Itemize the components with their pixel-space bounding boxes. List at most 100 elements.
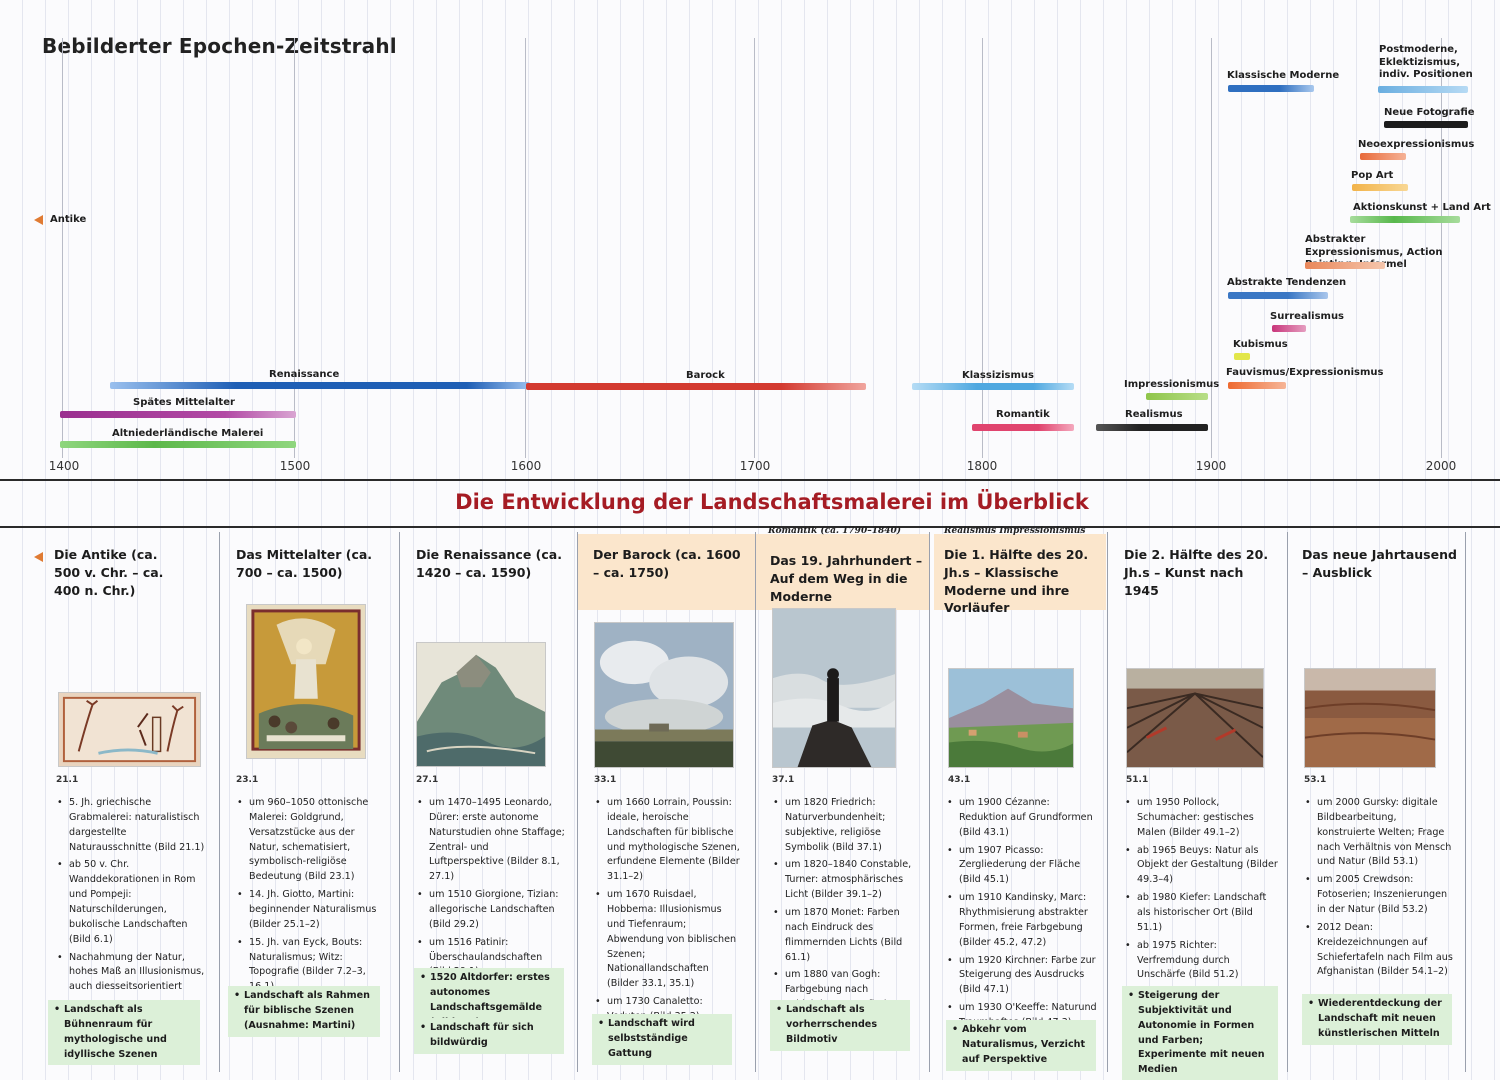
artwork-image-37-1 <box>772 608 896 768</box>
artwork-image-27-1 <box>416 642 546 767</box>
column-title: Der Barock (ca. 1600 – ca. 1750) <box>593 547 741 580</box>
bullet-item: um 1920 Kirchner: Farbe zur Steigerung d… <box>946 954 1098 999</box>
epoch-bar-romantik <box>972 424 1074 431</box>
gridline-1900 <box>1211 38 1212 458</box>
timeline-title: Bebilderter Epochen-Zeitstrahl <box>42 34 397 58</box>
summary-box: Wiederentdeckung der Landschaft mit neue… <box>1302 994 1452 1045</box>
bullet-item: um 2000 Gursky: digitale Bildbearbeitung… <box>1304 796 1454 870</box>
epoch-label: Romantik <box>996 409 1050 420</box>
bullet-item: um 2005 Crewdson: Fotoserien; Inszenieru… <box>1304 873 1454 918</box>
image-number: 51.1 <box>1126 775 1149 785</box>
bullet-list: um 1470–1495 Leonardo, Dürer: erste auto… <box>416 796 566 983</box>
year-label: 2000 <box>1425 459 1457 473</box>
summary-box: Landschaft wird selbstständige Gattung <box>592 1014 732 1065</box>
column-title: Die Antike (ca. 500 v. Chr. – ca. 400 n.… <box>54 547 164 598</box>
bullet-list: um 960–1050 ottonische Malerei: Goldgrun… <box>236 796 384 998</box>
bullet-list: 5. Jh. griechische Grabmalerei: naturali… <box>56 796 206 998</box>
epoch-bar-spaetes-mittelalter <box>60 411 296 418</box>
column-barock: Der Barock (ca. 1600 – ca. 1750) 33.1 um… <box>578 532 756 1072</box>
divider <box>0 526 1500 528</box>
epoch-bar-klassische-moderne <box>1228 85 1314 92</box>
artwork-image-33-1 <box>594 622 734 768</box>
column-kunst-nach-1945: Die 2. Hälfte des 20. Jh.s – Kunst nach … <box>1108 532 1288 1080</box>
column-klassische-moderne: Realismus Impressionismus Die 1. Hälfte … <box>930 526 1108 1072</box>
epoch-bar-barock <box>526 383 866 390</box>
arrow-left-icon <box>34 215 43 225</box>
column-neues-jahrtausend: Das neue Jahrtausend – Ausblick 53.1 um … <box>1288 532 1466 1072</box>
section-heading: Die Entwicklung der Landschaftsmalerei i… <box>455 490 1089 514</box>
epoch-label: Neoexpressionismus <box>1358 139 1475 150</box>
epoch-bar-surrealismus <box>1272 325 1306 332</box>
epoch-bar-kubismus <box>1234 353 1250 360</box>
column-title: Die 1. Hälfte des 20. Jh.s – Klassische … <box>944 547 1089 616</box>
bullet-item: um 1470–1495 Leonardo, Dürer: erste auto… <box>416 796 566 885</box>
summary-box: Abkehr vom Naturalismus, Verzicht auf Pe… <box>946 1020 1096 1071</box>
epoch-label: Aktionskunst + Land Art <box>1353 202 1491 213</box>
year-label: 1700 <box>739 459 771 473</box>
epoch-label: Surrealismus <box>1270 311 1345 322</box>
bullet-item: um 1820 Friedrich: Naturverbundenheit; s… <box>772 796 920 855</box>
artwork-image-53-1 <box>1304 668 1436 768</box>
epoch-bar-abstrakter-expressionismus <box>1305 262 1385 269</box>
bullet-item: um 1907 Picasso: Zergliederung der Fläch… <box>946 844 1098 889</box>
epoch-label: Altniederländische Malerei <box>112 428 264 439</box>
bullet-list: um 1900 Cézanne: Reduktion auf Grundform… <box>946 796 1098 1034</box>
gridline-1600 <box>525 38 526 458</box>
epoch-bar-impressionismus <box>1146 393 1208 400</box>
artwork-image-43-1 <box>948 668 1074 768</box>
image-number: 43.1 <box>948 775 971 785</box>
image-number: 23.1 <box>236 775 259 785</box>
bullet-list: um 2000 Gursky: digitale Bildbearbeitung… <box>1304 796 1454 983</box>
artwork-image-51-1 <box>1126 668 1264 768</box>
column-title: Das 19. Jahrhundert – Auf dem Weg in die… <box>770 553 923 604</box>
epoch-bar-neue-fotografie <box>1384 121 1468 128</box>
epoch-bar-renaissance <box>110 382 530 389</box>
gridline-1700 <box>754 38 755 458</box>
epoch-bar-pop-art <box>1352 184 1408 191</box>
timeline-axis <box>0 479 1500 481</box>
epoch-label: Postmoderne, Eklektizismus, indiv. Posit… <box>1379 44 1473 80</box>
column-title: Das neue Jahrtausend – Ausblick <box>1302 547 1457 580</box>
epoch-label: Klassizismus <box>962 370 1034 381</box>
summary-box: Landschaft als vorherrschendes Bildmotiv <box>770 1000 910 1051</box>
epoch-label: Neue Fotografie <box>1384 107 1475 118</box>
bullet-item: um 960–1050 ottonische Malerei: Goldgrun… <box>236 796 384 885</box>
gridline-1400 <box>62 38 63 458</box>
column-title: Die Renaissance (ca. 1420 – ca. 1590) <box>416 547 562 580</box>
summary-box: Landschaft für sich bildwürdig <box>414 1018 564 1054</box>
epoch-label: Kubismus <box>1233 339 1288 350</box>
bullet-item: ab 1975 Richter: Verfremdung durch Unsch… <box>1124 939 1278 984</box>
epoch-bar-fauvismus-expressionismus <box>1228 382 1286 389</box>
bullet-item: ab 1965 Beuys: Natur als Objekt der Gest… <box>1124 844 1278 889</box>
epoch-timeline: Bebilderter Epochen-Zeitstrahl 1400 1500… <box>0 0 1500 480</box>
epoch-bar-klassizismus <box>912 383 1074 390</box>
summary-box: Landschaft als Bühnenraum für mythologis… <box>48 1000 200 1066</box>
bullet-item: um 1670 Ruisdael, Hobbema: Illusionismus… <box>594 888 742 992</box>
year-label: 1900 <box>1195 459 1227 473</box>
artwork-image-23-1 <box>246 604 366 759</box>
epoch-bar-neoexpressionismus <box>1360 153 1406 160</box>
bullet-item: um 1510 Giorgione, Tizian: allegorische … <box>416 888 566 933</box>
epoch-label: Abstrakte Tendenzen <box>1227 277 1347 288</box>
column-mittelalter: Das Mittelalter (ca. 700 – ca. 1500) 23.… <box>220 532 400 1072</box>
bullet-item: um 1910 Kandinsky, Marc: Rhythmisierung … <box>946 891 1098 950</box>
image-number: 37.1 <box>772 775 795 785</box>
bullet-item: 14. Jh. Giotto, Martini: beginnender Nat… <box>236 888 384 933</box>
epoch-label-antike: Antike <box>50 214 87 225</box>
column-renaissance: Die Renaissance (ca. 1420 – ca. 1590) 27… <box>400 532 578 1072</box>
year-label: 1500 <box>279 459 311 473</box>
column-antike: Die Antike (ca. 500 v. Chr. – ca. 400 n.… <box>34 532 220 1072</box>
bullet-list: um 1660 Lorrain, Poussin: ideale, herois… <box>594 796 742 1028</box>
epoch-bar-abstrakte-tendenzen <box>1228 292 1328 299</box>
handwritten-note: Romantik (ca. 1790–1840) <box>768 526 902 536</box>
bullet-list: um 1820 Friedrich: Naturverbundenheit; s… <box>772 796 920 1031</box>
epoch-label: Spätes Mittelalter <box>133 397 235 408</box>
bullet-item: um 1660 Lorrain, Poussin: ideale, herois… <box>594 796 742 885</box>
column-title: Das Mittelalter (ca. 700 – ca. 1500) <box>236 547 373 580</box>
image-number: 33.1 <box>594 775 617 785</box>
gridline-2000 <box>1441 38 1442 458</box>
image-number: 21.1 <box>56 775 79 785</box>
bullet-item: 5. Jh. griechische Grabmalerei: naturali… <box>56 796 206 855</box>
highlight-band <box>756 534 929 610</box>
image-number: 53.1 <box>1304 775 1327 785</box>
